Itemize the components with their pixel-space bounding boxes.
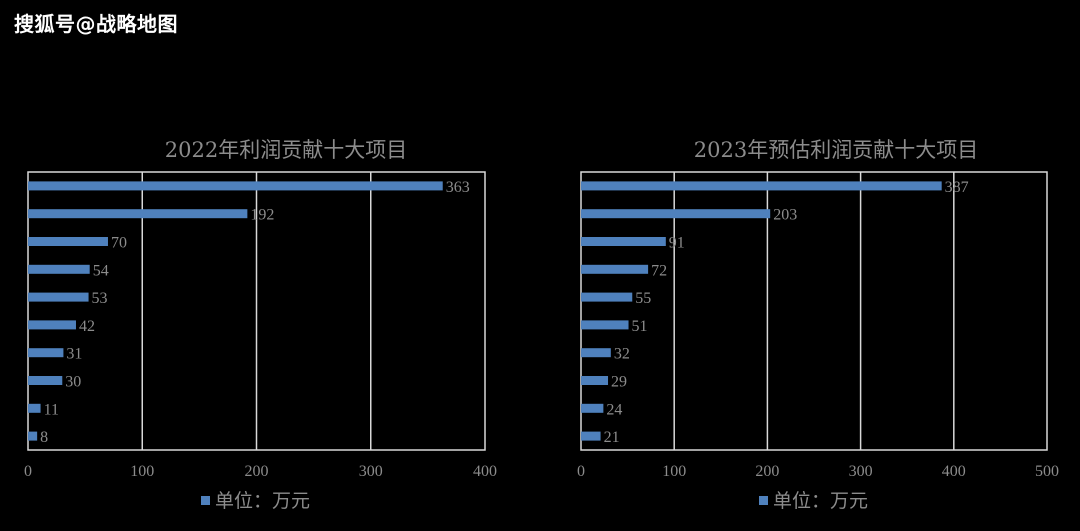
bar (28, 376, 63, 385)
x-tick-label: 400 (942, 463, 966, 480)
x-tick-label: 0 (24, 463, 32, 480)
data-label: 30 (65, 374, 81, 391)
data-label: 42 (79, 318, 95, 335)
legend-swatch (201, 496, 210, 505)
bar (581, 403, 604, 413)
x-tick-label: 200 (245, 463, 269, 480)
x-tick-label: 400 (473, 463, 497, 480)
bar (28, 264, 90, 274)
x-tick-label: 500 (1035, 463, 1059, 480)
bar (581, 431, 601, 441)
bar (28, 320, 76, 330)
bar (28, 431, 38, 441)
data-label: 363 (446, 179, 470, 196)
data-label: 54 (93, 262, 109, 279)
plot-border (580, 171, 1048, 451)
x-tick-label: 0 (577, 463, 585, 480)
legend: 单位：万元 (201, 490, 310, 512)
chart-title: 2023年预估利润贡献十大项目 (694, 138, 978, 162)
data-label: 387 (945, 179, 969, 196)
x-tick-label: 100 (662, 463, 686, 480)
chart-2023: 2023年预估利润贡献十大项目 0 100 200 300 400 500 387 203 91… (577, 138, 1059, 512)
legend-label: 单位：万元 (215, 490, 310, 512)
bar (581, 237, 666, 246)
legend-swatch (759, 496, 768, 505)
x-tick-label: 200 (755, 463, 779, 480)
data-label: 21 (604, 429, 620, 446)
data-label: 72 (651, 262, 667, 279)
data-label: 8 (40, 429, 48, 446)
bar (581, 376, 609, 385)
bar (581, 181, 942, 191)
data-label: 192 (250, 207, 274, 224)
bar (28, 403, 41, 413)
data-label: 53 (92, 290, 108, 307)
x-tick-label: 100 (130, 463, 154, 480)
data-label: 24 (606, 401, 622, 418)
bar (28, 237, 108, 246)
data-label: 29 (611, 374, 627, 391)
bar (28, 181, 443, 191)
bar (28, 209, 248, 219)
data-label: 32 (614, 346, 630, 363)
bar (581, 264, 649, 274)
bar (28, 292, 89, 302)
legend-label: 单位：万元 (773, 490, 868, 512)
bar (28, 348, 64, 358)
data-label: 51 (632, 318, 648, 335)
watermark-text: 搜狐号@战略地图 (14, 12, 178, 36)
data-label: 31 (66, 346, 82, 363)
data-label: 203 (773, 207, 797, 224)
bar (581, 348, 611, 358)
bar (581, 320, 629, 330)
data-label: 70 (111, 235, 127, 252)
x-tick-label: 300 (849, 463, 873, 480)
legend: 单位：万元 (759, 490, 868, 512)
data-label: 91 (669, 235, 685, 252)
chart-title: 2022年利润贡献十大项目 (165, 138, 407, 162)
bar (581, 292, 633, 302)
bar (581, 209, 771, 219)
x-tick-label: 300 (359, 463, 383, 480)
data-label: 55 (635, 290, 651, 307)
data-label: 11 (44, 401, 59, 418)
